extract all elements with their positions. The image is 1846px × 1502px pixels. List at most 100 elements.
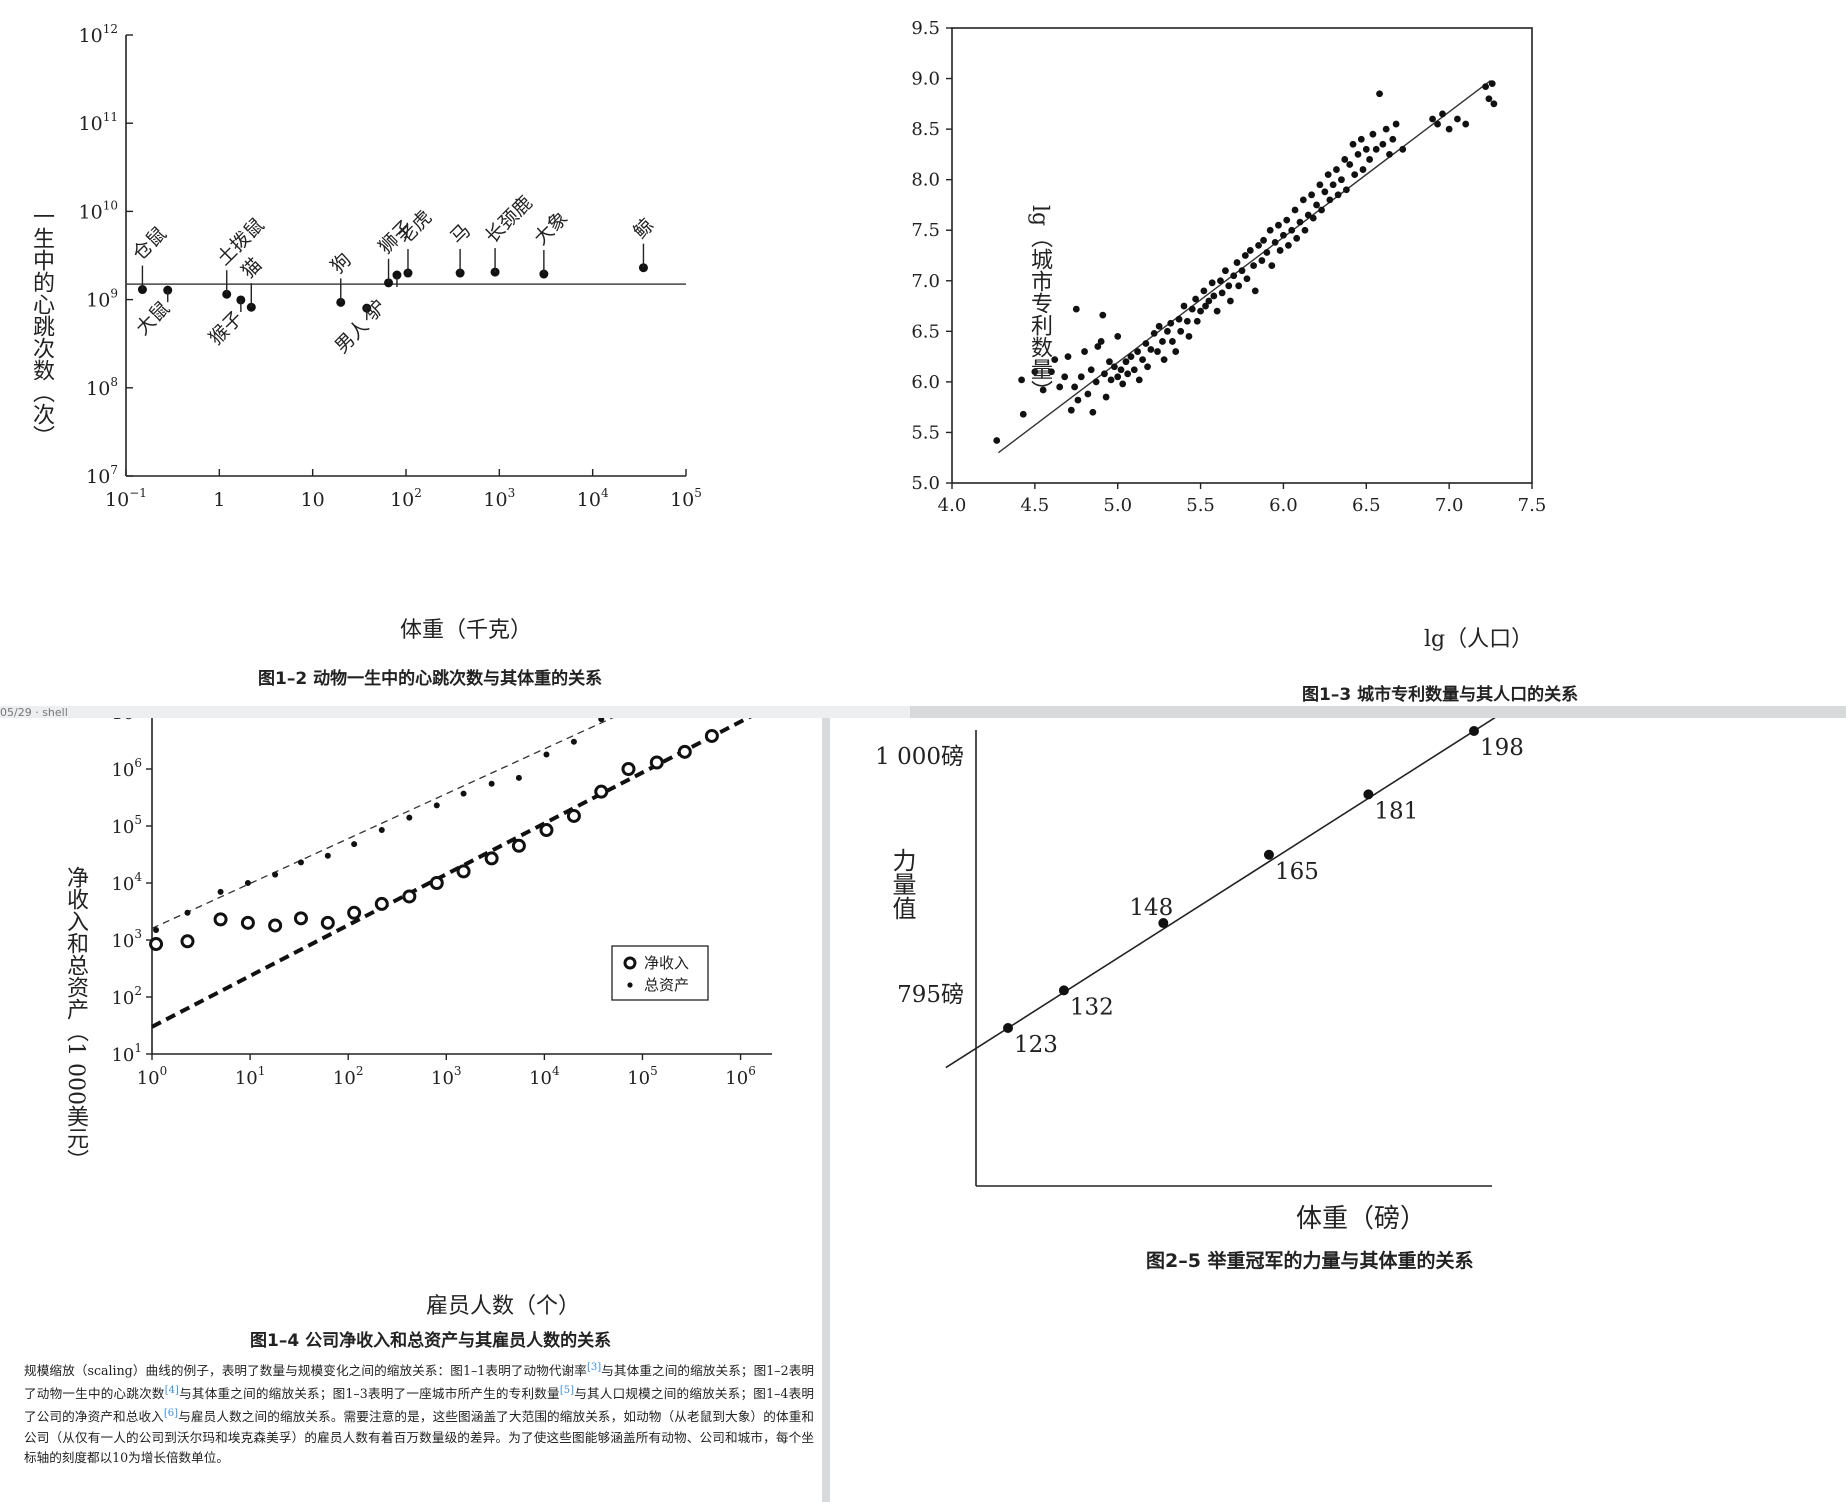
data-point	[1324, 171, 1332, 179]
data-point	[1233, 259, 1241, 266]
data-point	[1255, 241, 1262, 249]
y-tick-label: 106	[111, 756, 142, 781]
y-tick-label: 5.5	[911, 422, 940, 443]
net-income-point	[539, 823, 554, 838]
data-point	[1101, 370, 1108, 378]
tick-base: 10	[333, 1068, 356, 1089]
data-point	[1064, 353, 1072, 361]
data-point	[1018, 376, 1025, 384]
data-point	[1222, 267, 1229, 275]
legend-total-assets-marker	[627, 982, 633, 988]
net-income-point	[402, 889, 417, 904]
data-point	[1366, 156, 1373, 163]
data-point	[993, 437, 1001, 444]
total-assets-point	[153, 926, 160, 933]
data-point	[1301, 226, 1309, 234]
data-point	[1089, 408, 1097, 416]
animal-label: 马	[446, 220, 475, 249]
animal-label: 仓鼠	[128, 223, 170, 265]
data-point	[1434, 120, 1441, 128]
data-point	[1117, 366, 1125, 374]
data-point	[1071, 383, 1079, 391]
data-point	[1285, 241, 1292, 249]
data-point	[1488, 80, 1496, 88]
data-point	[1309, 214, 1317, 222]
net-income-point	[456, 864, 471, 879]
y-axis-label: 一生中的心跳次数（次）	[29, 205, 54, 447]
data-point	[1271, 238, 1279, 246]
total-assets-point	[297, 859, 304, 866]
data-point	[1490, 100, 1498, 108]
figure-1-3-panel: 4.0 4.5 5.0 5.5 6.0 6.5 7.0 7.5 5.0 5.5 6.0 6.5 7.0 7…	[910, 0, 1846, 706]
x-tick-label: 102	[333, 1064, 364, 1089]
data-point	[1106, 358, 1113, 366]
data-point	[1343, 186, 1350, 194]
total-assets-point	[488, 780, 495, 787]
tick-exponent: 8	[110, 375, 118, 389]
data-point	[1283, 216, 1291, 224]
data-point	[1341, 156, 1349, 163]
legend-total-assets-label: 总资产	[644, 976, 689, 994]
total-assets-point	[378, 827, 385, 834]
tick-exponent: 3	[508, 486, 516, 500]
reference-link[interactable]: [5]	[559, 1385, 574, 1397]
reference-link[interactable]: [6]	[163, 1408, 179, 1420]
tick-exponent: 12	[103, 22, 118, 36]
data-point	[1205, 297, 1213, 305]
tick-base: 10	[111, 1045, 134, 1066]
y-tick-label: 6.0	[911, 372, 940, 393]
x-tick-label: 105	[670, 486, 702, 511]
total-assets-point	[184, 909, 191, 916]
x-tick-label: 5.5	[1186, 495, 1215, 516]
data-point	[1074, 396, 1082, 404]
data-point	[1376, 90, 1383, 98]
x-tick-label: 105	[627, 1064, 658, 1089]
data-point	[1363, 789, 1374, 800]
data-point	[1097, 338, 1105, 345]
tick-exponent: 5	[650, 1064, 658, 1078]
total-assets-point	[460, 790, 467, 797]
data-point	[1386, 150, 1393, 158]
data-point	[1439, 110, 1446, 118]
data-point	[1092, 378, 1100, 386]
data-point	[1003, 1023, 1013, 1033]
x-tick-label: 10−1	[105, 486, 147, 511]
data-point	[1230, 272, 1238, 280]
data-point	[1183, 317, 1191, 325]
data-point	[1243, 275, 1251, 283]
tick-base: 10	[431, 1068, 454, 1089]
data-point	[1293, 234, 1301, 242]
data-point	[1227, 297, 1234, 305]
reference-link[interactable]: [3]	[586, 1362, 602, 1373]
data-point	[1208, 279, 1216, 287]
x-tick-label: 4.0	[938, 495, 967, 516]
tick-exponent: −1	[129, 486, 147, 500]
total-assets-point	[598, 718, 605, 723]
animal-label: 男人	[331, 315, 373, 357]
data-point	[1318, 206, 1325, 214]
data-point	[1159, 338, 1166, 345]
x-axis-label: lg（人口）	[1424, 627, 1534, 652]
data-point	[1019, 410, 1027, 418]
total-assets-point	[570, 738, 577, 745]
reference-link[interactable]: [4]	[164, 1385, 179, 1397]
data-point	[1114, 373, 1122, 381]
point-label: 181	[1374, 798, 1418, 824]
trend-line	[945, 718, 1496, 1069]
y-tick-label: 102	[111, 984, 142, 1009]
data-point	[1051, 356, 1059, 364]
data-point	[1276, 247, 1284, 254]
net-income-point	[149, 937, 164, 952]
paragraph-text: 规模缩放（scaling）曲线的例子，表明了数量与规模变化之间的缩放关系：图1–…	[24, 1363, 587, 1379]
point-label: 148	[1129, 895, 1173, 921]
fit-line	[997, 80, 1491, 454]
figure-caption: 图1–3 城市专利数量与其人口的关系	[1302, 685, 1579, 705]
animal-label: 大鼠	[132, 297, 174, 339]
animal-label: 鲸	[629, 214, 658, 243]
header-text: 05/29 · shell	[0, 706, 68, 718]
tick-base: 10	[79, 113, 103, 135]
data-point	[1321, 188, 1329, 196]
data-point	[1114, 332, 1122, 340]
x-axis-label: 雇员人数（个）	[426, 1294, 581, 1319]
tick-base: 10	[137, 1068, 160, 1089]
